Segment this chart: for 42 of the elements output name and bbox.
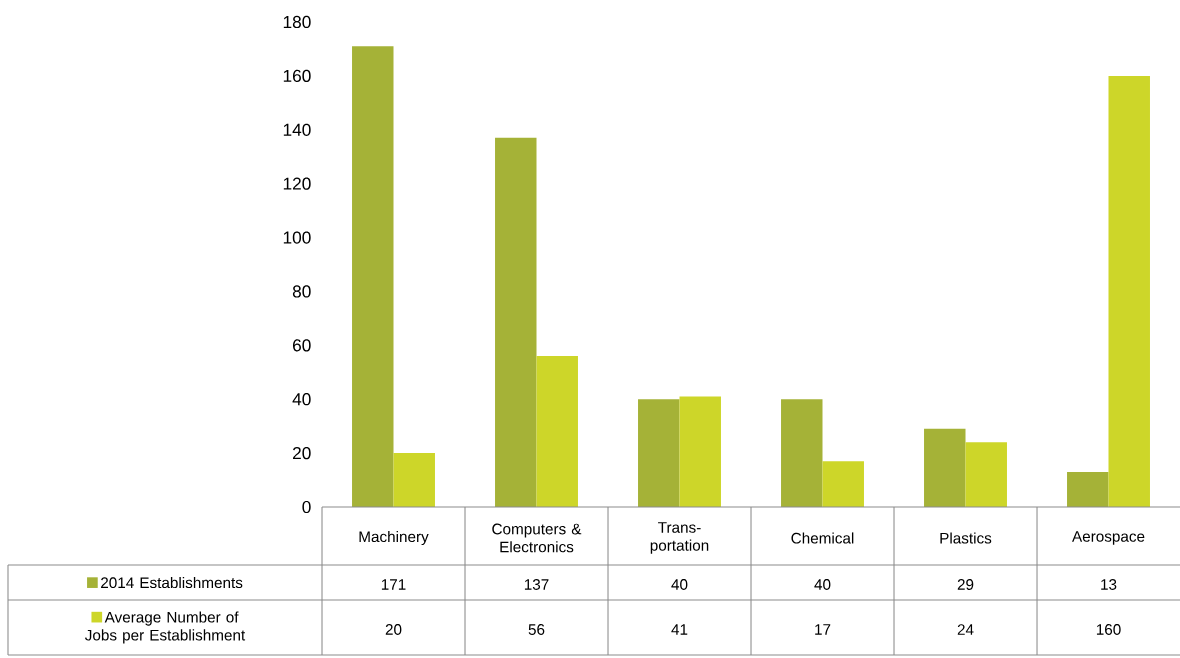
y-tick-label: 120 bbox=[283, 177, 311, 190]
data-label: 13 bbox=[1101, 579, 1117, 590]
data-label: 40 bbox=[671, 579, 688, 590]
y-tick-label: 20 bbox=[293, 446, 311, 460]
bar bbox=[352, 46, 394, 507]
bar bbox=[1108, 75, 1150, 507]
data-label: 56 bbox=[528, 624, 545, 635]
bar bbox=[965, 442, 1007, 507]
legend-label: Average Number of Jobs per Establishment bbox=[84, 611, 246, 644]
bar bbox=[495, 137, 537, 507]
bar bbox=[924, 428, 966, 507]
x-tick-label: Plastics bbox=[940, 532, 992, 544]
data-label: 24 bbox=[957, 624, 974, 635]
data-label: 40 bbox=[814, 579, 831, 590]
y-tick-label: 40 bbox=[292, 393, 311, 406]
bar bbox=[1067, 471, 1109, 507]
x-tick-label: Chemical bbox=[791, 532, 854, 544]
x-tick-label: Aerospace bbox=[1072, 531, 1145, 545]
y-tick-label: 80 bbox=[292, 285, 311, 298]
x-tick-label: Computers & Electronics bbox=[492, 523, 582, 553]
bar bbox=[822, 461, 864, 507]
data-label: 137 bbox=[524, 579, 549, 590]
data-label: 160 bbox=[1096, 624, 1121, 635]
bar bbox=[393, 453, 435, 507]
y-tick-label: 100 bbox=[283, 231, 311, 244]
y-tick-label: 0 bbox=[302, 500, 311, 514]
bar bbox=[781, 399, 823, 507]
bar bbox=[536, 356, 578, 507]
y-tick-label: 60 bbox=[293, 339, 311, 352]
data-label: 20 bbox=[385, 624, 402, 635]
data-label: 17 bbox=[815, 624, 831, 635]
data-label: 171 bbox=[381, 579, 406, 590]
bar bbox=[679, 396, 721, 507]
y-tick-label: 180 bbox=[283, 15, 311, 29]
bar bbox=[638, 399, 680, 507]
y-tick-label: 160 bbox=[283, 69, 311, 82]
legend-label: 2014 Establishments bbox=[101, 576, 243, 589]
data-label: 41 bbox=[671, 624, 688, 635]
y-tick-label: 140 bbox=[283, 123, 311, 136]
x-tick-label: Machinery bbox=[359, 530, 429, 546]
data-label: 29 bbox=[957, 579, 974, 590]
x-tick-label: Trans-portation bbox=[650, 522, 709, 554]
